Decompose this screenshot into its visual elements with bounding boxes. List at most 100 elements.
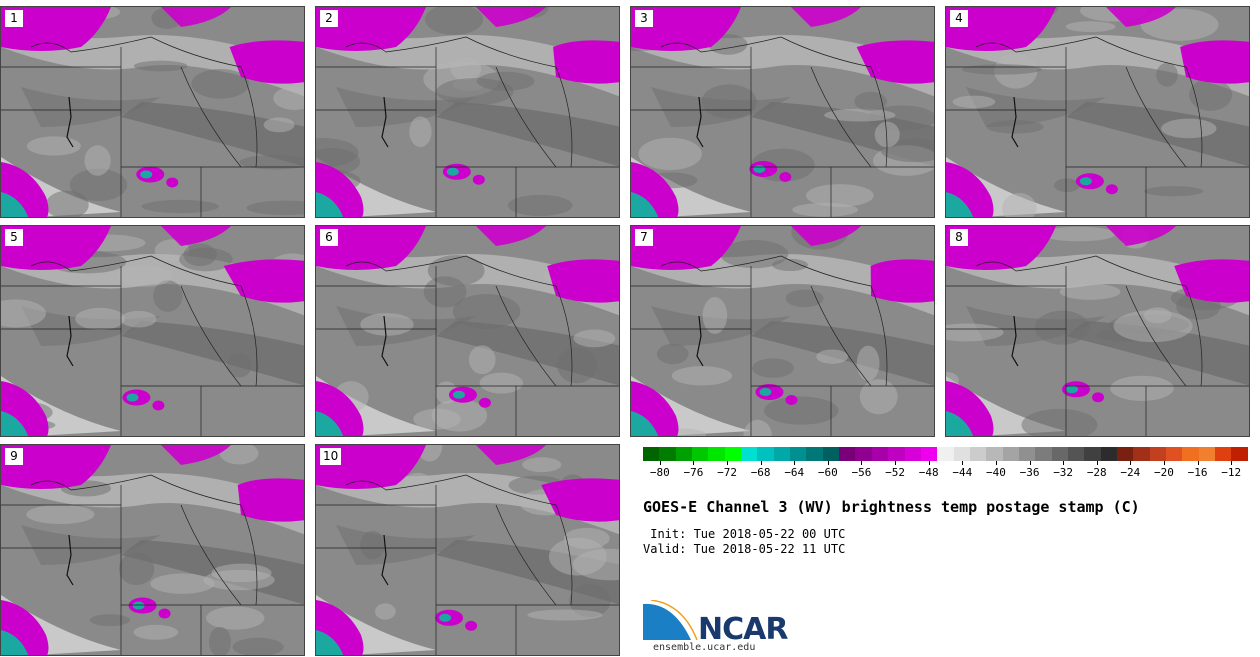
map-panel: 5 [0,225,305,437]
colorbar-tick [760,461,762,465]
colorbar-tick [1163,461,1165,465]
map-panel: 3 [630,6,935,218]
water-vapor-map [631,226,934,436]
colorbar-swatch [741,447,758,461]
panel-number: 4 [950,10,968,27]
colorbar-tick-label: −68 [750,466,771,479]
colorbar-tick-label: −48 [918,466,939,479]
colorbar-swatch [757,447,774,461]
colorbar-tick-label: −44 [952,466,973,479]
map-panel: 7 [630,225,935,437]
ncar-logo-icon [643,600,698,641]
panel-number: 10 [320,448,342,465]
colorbar-tick-label: −28 [1086,466,1107,479]
water-vapor-map [631,7,934,217]
panel-number: 6 [320,229,338,246]
colorbar-tick-label: −60 [817,466,838,479]
logo-text: NCAR [698,612,788,647]
map-panel: 6 [315,225,620,437]
colorbar-swatch [643,447,660,461]
colorbar-swatch [920,447,938,461]
colorbar-swatch [937,447,954,461]
colorbar-tick [727,461,729,465]
colorbar-swatch [773,447,791,461]
colorbar-swatch [1035,447,1052,461]
colorbar-swatch [708,447,725,461]
colorbar-swatch [1231,447,1248,461]
colorbar-swatch [1067,447,1085,461]
colorbar-swatch [888,447,905,461]
map-panel: 9 [0,444,305,656]
colorbar-swatch [1133,447,1150,461]
colorbar-swatch [953,447,970,461]
panel-number: 5 [5,229,23,246]
water-vapor-map [1,445,304,655]
colorbar-tick [1063,461,1065,465]
colorbar-swatch [724,447,742,461]
colorbar-swatch [822,447,840,461]
colorbar-tick [1029,461,1031,465]
colorbar-ticks: −80 −76 −72 −68 −64 −60 −56 −52 −48 −44 −40 −36 −32−… [643,461,1248,479]
logo-url: ensemble.ucar.edu [653,642,756,653]
valid-time: Valid: Tue 2018-05-22 11 UTC [643,542,846,556]
water-vapor-map [1,7,304,217]
colorbar-tick-label: −16 [1187,466,1208,479]
water-vapor-map [316,445,619,655]
colorbar-tick [1130,461,1132,465]
colorbar-swatch [1018,447,1036,461]
colorbar-swatch [1149,447,1166,461]
panel-number: 7 [635,229,653,246]
chart-title: GOES-E Channel 3 (WV) brightness temp po… [643,498,1140,516]
colorbar-tick-label: −80 [649,466,670,479]
map-panel: 4 [945,6,1250,218]
colorbar-swatch [1116,447,1134,461]
colorbar-tick [659,461,661,465]
colorbar-swatch [1002,447,1019,461]
panel-number: 8 [950,229,968,246]
map-panel: 10 [315,444,620,656]
colorbar-swatch [692,447,709,461]
colorbar-tick [1197,461,1199,465]
colorbar-tick-label: −52 [885,466,906,479]
water-vapor-map [946,7,1249,217]
panel-number: 1 [5,10,23,27]
colorbar-tick-label: −32 [1053,466,1074,479]
colorbar-tick [962,461,964,465]
panel-number: 9 [5,448,23,465]
colorbar-tick-label: −76 [683,466,704,479]
colorbar-swatch [1182,447,1199,461]
colorbar-swatch [675,447,693,461]
colorbar-swatch [1166,447,1183,461]
colorbar-tick-label: −12 [1221,466,1242,479]
water-vapor-map [946,226,1249,436]
colorbar-swatch [1051,447,1068,461]
colorbar-tick [693,461,695,465]
water-vapor-map [316,7,619,217]
colorbar-tick [827,461,829,465]
colorbar-swatch [839,447,856,461]
colorbar-swatch [969,447,987,461]
init-time: Init: Tue 2018-05-22 00 UTC [643,527,846,541]
colorbar-tick [895,461,897,465]
colorbar-tick-label: −36 [1019,466,1040,479]
colorbar-tick [995,461,997,465]
colorbar-tick-label: −64 [784,466,805,479]
colorbar-swatch [1198,447,1216,461]
panel-number: 3 [635,10,653,27]
colorbar-tick-label: −56 [851,466,872,479]
colorbar-swatch [659,447,676,461]
colorbar-tick [794,461,796,465]
map-panel: 1 [0,6,305,218]
colorbar-tick [928,461,930,465]
colorbar-swatch [806,447,823,461]
colorbar-swatch [986,447,1003,461]
colorbar-tick [861,461,863,465]
colorbar-swatch [871,447,889,461]
colorbar-swatch [790,447,807,461]
colorbar-swatch [904,447,921,461]
colorbar-tick-label: −40 [985,466,1006,479]
colorbar [643,447,1248,461]
colorbar-tick [1096,461,1098,465]
colorbar-tick [1231,461,1233,465]
panel-number: 2 [320,10,338,27]
